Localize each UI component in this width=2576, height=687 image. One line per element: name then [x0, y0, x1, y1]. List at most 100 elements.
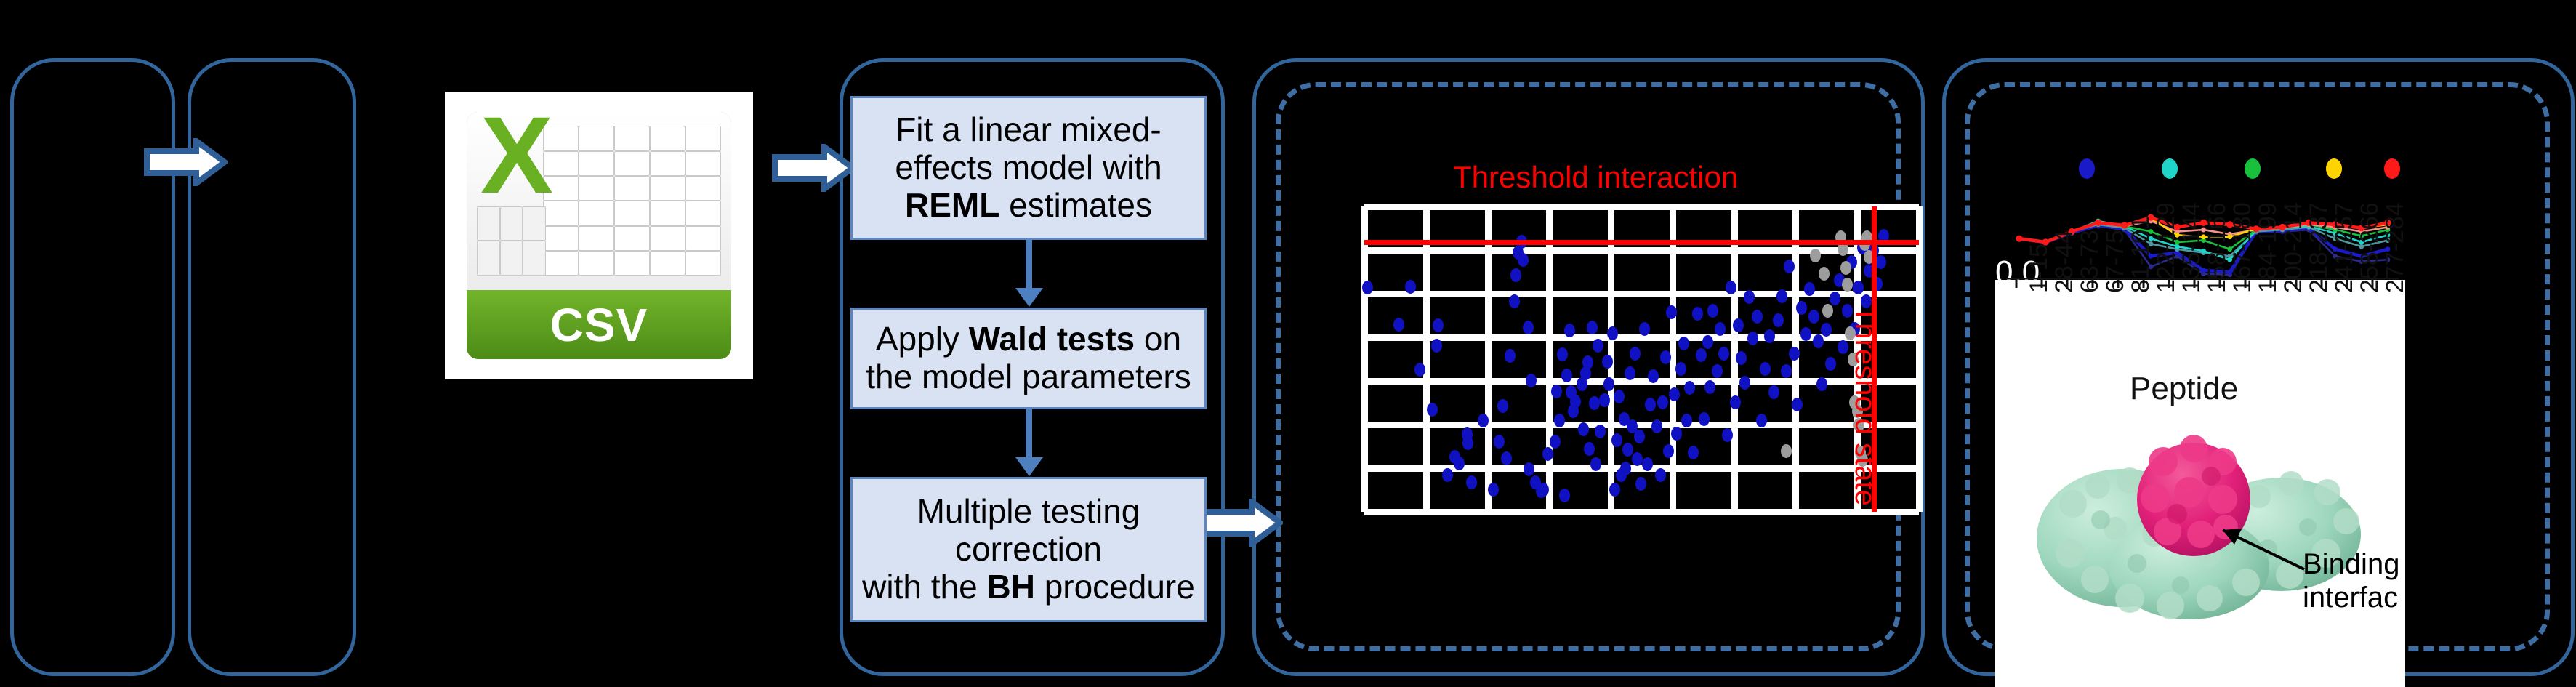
- step-multiple-testing-box[interactable]: Multiple testing correction with the BH pr…: [850, 477, 1207, 622]
- scatter-point: [1687, 446, 1699, 460]
- scatter-point: [1808, 310, 1820, 324]
- scatter-point: [1853, 281, 1864, 295]
- peptide-series-marker: [2174, 239, 2180, 245]
- scatter-point: [1722, 428, 1733, 443]
- peptide-series-marker: [2148, 241, 2154, 246]
- scatter-point: [1822, 303, 1834, 318]
- scatter-point: [1549, 435, 1561, 449]
- scatter-point: [1848, 353, 1859, 366]
- peptide-series-marker: [2227, 246, 2233, 252]
- connector-2-arrowhead: [1015, 457, 1043, 476]
- scatter-point: [1488, 482, 1500, 497]
- scatter-point: [1626, 419, 1638, 434]
- scatter-point: [1427, 403, 1438, 417]
- scatter-point: [1525, 374, 1537, 388]
- peptide-series-marker: [2174, 244, 2180, 249]
- scatter-point: [1393, 317, 1405, 332]
- scatter-point: [1504, 348, 1516, 363]
- scatter-point: [1752, 310, 1763, 324]
- scatter-point: [1684, 380, 1696, 395]
- scatter-point: [1857, 452, 1869, 467]
- scatter-point: [1582, 355, 1593, 370]
- scatter-point: [1442, 467, 1454, 482]
- scatter-point: [1414, 363, 1426, 377]
- peptide-series-marker: [2148, 264, 2154, 270]
- scatter-point: [1792, 398, 1803, 412]
- threshold-interaction-line: [1364, 240, 1919, 246]
- peptide-series-marker: [2333, 253, 2338, 259]
- peptide-axis: [2006, 278, 2399, 288]
- scatter-point: [1841, 303, 1853, 318]
- step-fit-model-box[interactable]: Fit a linear mixed-effects model with REM…: [850, 96, 1207, 240]
- scatter-point: [1497, 398, 1508, 413]
- peptide-series-marker: [2148, 229, 2154, 234]
- peptide-series-marker: [2121, 222, 2128, 229]
- scatter-point: [1747, 331, 1759, 345]
- peptide-series-marker: [2042, 238, 2049, 246]
- scatter-point: [1595, 424, 1606, 438]
- scatter-point: [1763, 329, 1775, 344]
- peptide-series-marker: [2359, 253, 2364, 259]
- peptide-series-marker: [2358, 225, 2365, 232]
- scatter-point: [1622, 442, 1633, 457]
- scatter-point: [1860, 294, 1872, 309]
- peptide-series-marker: [2068, 228, 2076, 236]
- csv-icon-label: CSV: [466, 289, 732, 360]
- scatter-point: [1796, 301, 1808, 316]
- scatter-point: [1853, 418, 1864, 433]
- scatter-point: [1715, 322, 1726, 336]
- peptide-series-marker: [2173, 223, 2181, 231]
- scatter-point: [1663, 443, 1675, 458]
- scatter-point: [1644, 398, 1656, 412]
- peptide-series-marker: [2331, 221, 2339, 228]
- peptide-series-marker: [2174, 229, 2180, 234]
- peptide-series-marker: [2174, 232, 2180, 238]
- peptide-series-marker: [2227, 257, 2233, 262]
- scatter-point: [1557, 347, 1569, 362]
- scatter-point: [1678, 336, 1689, 350]
- peptide-series-marker: [2148, 236, 2154, 241]
- peptide-series-marker: [2385, 238, 2391, 243]
- peptide-series-marker: [2147, 214, 2154, 221]
- step-wald-tests-box[interactable]: Apply Wald tests on the model parameters: [850, 308, 1207, 409]
- scatter-point: [1625, 366, 1636, 380]
- excel-x-icon: X: [480, 111, 553, 216]
- scatter-point: [1561, 369, 1573, 383]
- scatter-point: [1702, 335, 1713, 350]
- peptide-series-marker: [2148, 253, 2154, 259]
- peptide-series-marker: [2174, 250, 2180, 255]
- scatter-point: [1659, 350, 1671, 364]
- scatter-point: [1670, 427, 1682, 441]
- scatter-point: [1619, 461, 1631, 475]
- legend-dot: [2384, 158, 2400, 179]
- connector-1-arrowhead: [1015, 288, 1043, 307]
- peptide-series-marker: [2201, 268, 2206, 273]
- scatter-point: [1818, 267, 1830, 281]
- scatter-point: [1824, 356, 1836, 371]
- scatter-point: [1840, 261, 1852, 275]
- scatter-point: [1609, 482, 1621, 497]
- csv-panel: [188, 58, 356, 676]
- scatter-point: [1743, 289, 1755, 304]
- scatter-point: [1509, 294, 1520, 309]
- legend-dot: [2079, 158, 2095, 179]
- peptide-series-marker: [2227, 234, 2233, 240]
- peptide-series-marker: [2201, 248, 2206, 254]
- scatter-point: [1800, 326, 1811, 341]
- scatter-point: [1733, 318, 1744, 332]
- scatter-point: [1780, 444, 1792, 458]
- peptide-series-marker: [2201, 238, 2206, 243]
- step-multiple-testing-text: Multiple testing correction with the BH pr…: [862, 492, 1195, 606]
- step-wald-tests-text: Apply Wald tests on the model parameters: [866, 320, 1191, 395]
- scatter-point: [1711, 363, 1723, 378]
- csv-icon-grid-corner: [477, 206, 547, 276]
- scatter-point: [1851, 404, 1863, 419]
- scatter-point: [1579, 366, 1591, 380]
- peptide-axis-title: Peptide: [2130, 371, 2239, 406]
- scatter-point: [1755, 414, 1767, 427]
- peptide-tick-label: 218-237: [2305, 202, 2333, 293]
- scatter-gridlines: [1361, 204, 1923, 515]
- peptide-series-marker: [2359, 259, 2364, 265]
- scatter-point: [1651, 419, 1663, 434]
- protein-structure-image: [2037, 435, 2361, 619]
